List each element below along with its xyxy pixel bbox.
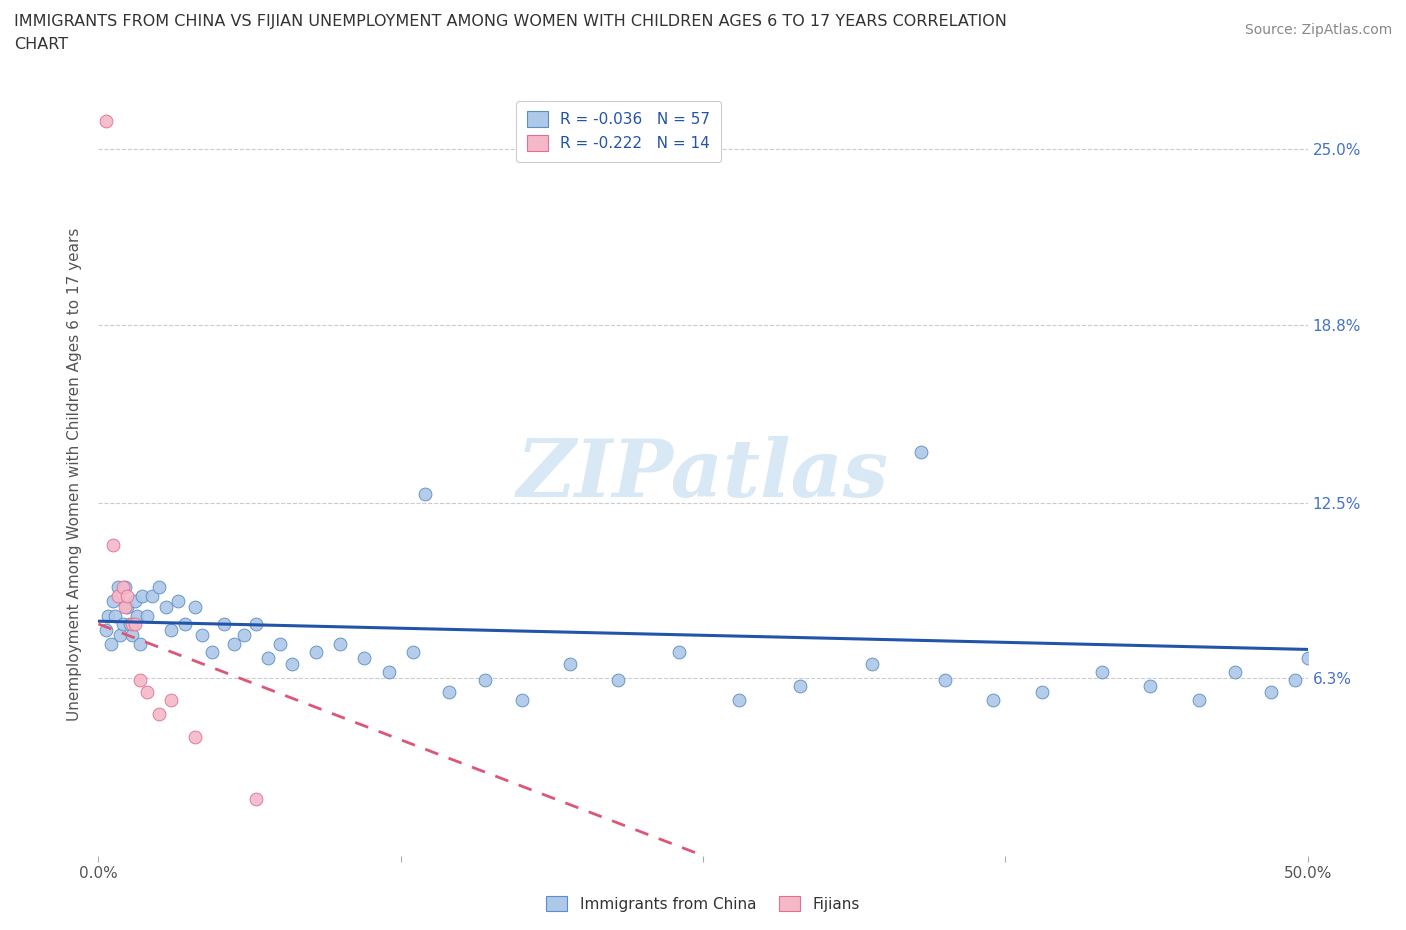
Point [329,636,352,651]
Point [148,707,170,722]
Point [97,608,120,623]
Point [111,579,134,594]
Point [377,665,399,680]
Point [607,673,630,688]
Point [118,617,141,631]
Point [934,673,956,688]
Point [184,600,207,615]
Point [910,445,932,459]
Point [1260,684,1282,699]
Point [101,538,124,552]
Y-axis label: Unemployment Among Women with Children Ages 6 to 17 years: Unemployment Among Women with Children A… [67,228,83,721]
Point [1296,650,1319,665]
Point [860,656,883,671]
Point [232,628,254,643]
Text: IMMIGRANTS FROM CHINA VS FIJIAN UNEMPLOYMENT AMONG WOMEN WITH CHILDREN AGES 6 TO: IMMIGRANTS FROM CHINA VS FIJIAN UNEMPLOY… [14,14,1007,29]
Point [94,622,117,637]
Point [167,594,190,609]
Point [104,608,127,623]
Point [245,617,267,631]
Point [128,636,150,651]
Point [668,644,690,659]
Point [1091,665,1114,680]
Point [245,791,267,806]
Point [269,636,291,651]
Point [184,729,207,744]
Point [981,693,1004,708]
Point [1031,684,1053,699]
Point [135,684,157,699]
Point [108,628,131,643]
Point [114,579,136,594]
Point [141,589,163,604]
Point [107,579,129,594]
Text: ZIPatlas: ZIPatlas [517,435,889,513]
Point [117,589,139,604]
Point [101,594,124,609]
Point [107,589,129,604]
Point [413,486,436,501]
Point [160,622,183,637]
Point [558,656,581,671]
Point [124,594,146,609]
Point [131,589,153,604]
Point [124,617,146,631]
Legend: R = -0.036   N = 57, R = -0.222   N = 14: R = -0.036 N = 57, R = -0.222 N = 14 [516,100,721,162]
Point [121,617,143,631]
Point [100,636,122,651]
Point [191,628,214,643]
Point [117,600,139,615]
Legend: Immigrants from China, Fijians: Immigrants from China, Fijians [540,889,866,918]
Point [437,684,460,699]
Point [94,113,117,128]
Point [789,679,811,694]
Point [728,693,751,708]
Point [212,617,235,631]
Point [1284,673,1306,688]
Point [353,650,375,665]
Point [256,650,278,665]
Point [135,608,157,623]
Point [121,628,143,643]
Point [510,693,533,708]
Point [148,579,170,594]
Point [1223,665,1246,680]
Point [222,636,245,651]
Point [402,644,425,659]
Point [201,644,224,659]
Text: Source: ZipAtlas.com: Source: ZipAtlas.com [1244,23,1392,37]
Point [160,693,183,708]
Point [1139,679,1161,694]
Point [127,608,149,623]
Point [174,617,197,631]
Point [128,673,150,688]
Point [305,644,328,659]
Point [155,600,177,615]
Point [111,617,134,631]
Point [1188,693,1211,708]
Point [474,673,496,688]
Point [281,656,304,671]
Text: CHART: CHART [14,37,67,52]
Point [114,600,136,615]
